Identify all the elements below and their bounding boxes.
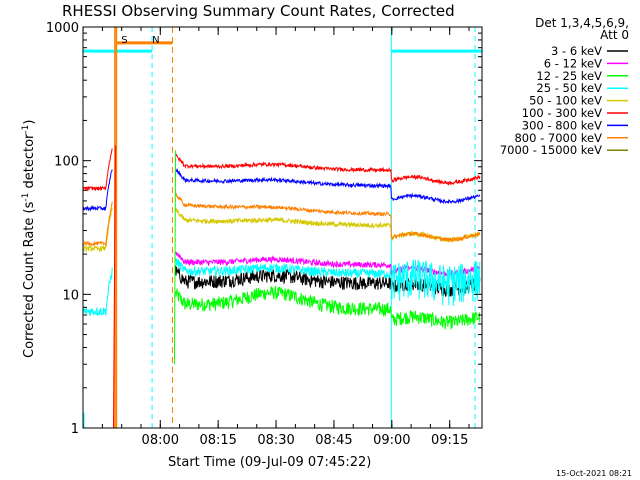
footer-timestamp: 15-Oct-2021 08:21 <box>556 469 632 478</box>
chart-title: RHESSI Observing Summary Count Rates, Co… <box>62 2 455 20</box>
y-tick-label: 10 <box>62 288 79 303</box>
legend-entry-label: 800 - 7000 keV <box>514 131 602 145</box>
series-line <box>83 201 113 248</box>
series-line <box>83 207 113 253</box>
y-tick-label: 100 <box>54 155 79 170</box>
series-line <box>83 148 113 192</box>
series-line <box>175 168 481 205</box>
observing-bands <box>83 27 482 428</box>
legend-entry-label: 6 - 12 keV <box>544 56 602 70</box>
series-line <box>175 258 481 306</box>
legend-entry-label: 50 - 100 keV <box>529 94 602 108</box>
x-axis-label: Start Time (09-Jul-09 07:45:22) <box>168 455 371 470</box>
y-axis-label: Corrected Count Rate (s-1 detector-1) <box>21 120 37 358</box>
y-tick-label: 1000 <box>46 21 79 36</box>
annotation-label: S <box>121 35 127 46</box>
x-tick-label: 08:00 <box>142 433 179 448</box>
x-tick-label: 08:15 <box>199 433 236 448</box>
series-line <box>175 285 481 330</box>
series-line <box>83 267 113 317</box>
legend-entry-label: 300 - 800 keV <box>522 118 602 132</box>
x-tick-label: 08:45 <box>315 433 352 448</box>
legend-entry-label: 12 - 25 keV <box>536 69 602 83</box>
legend-header-attenuator: Att 0 <box>600 28 629 42</box>
x-tick-label: 08:30 <box>257 433 294 448</box>
plot-frame <box>82 26 483 429</box>
legend-header-detectors: Det 1,3,4,5,6,9, <box>535 16 629 30</box>
series-line <box>175 192 481 243</box>
legend-entry-label: 100 - 300 keV <box>522 106 602 120</box>
x-tick-label: 09:15 <box>431 433 468 448</box>
legend-entry-label: 7000 - 15000 keV <box>500 143 602 157</box>
annotation-label: N <box>152 35 159 46</box>
flare-spike <box>112 145 116 428</box>
series-lines <box>83 145 481 428</box>
x-tick-label: 09:00 <box>373 433 410 448</box>
legend-entry-label: 3 - 6 keV <box>551 44 602 58</box>
x-axis: 08:00 08:15 08:30 08:45 09:00 09:15 <box>82 27 470 448</box>
series-line <box>175 153 481 186</box>
resume-spike <box>173 150 177 365</box>
y-axis: 1 10 100 1000 <box>46 21 482 437</box>
legend-entry-label: 25 - 50 keV <box>536 81 602 95</box>
series-line <box>83 169 113 212</box>
y-tick-label: 1 <box>71 422 79 437</box>
